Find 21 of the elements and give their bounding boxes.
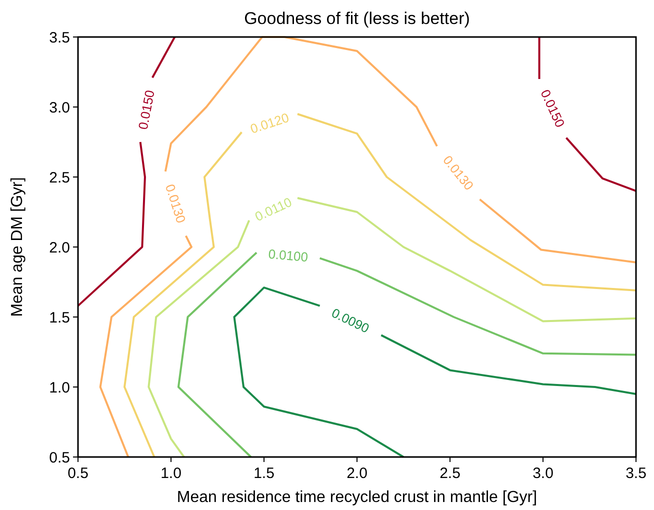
y-tick-label: 3.5 [49, 29, 70, 46]
text: 0.0150 [135, 88, 158, 131]
y-tick-label: 2.5 [49, 169, 70, 186]
y-tick-label: 0.5 [49, 449, 70, 466]
y-tick-label: 2.0 [49, 239, 70, 256]
x-tick-label: 3.5 [626, 465, 646, 482]
y-tick-label: 3.0 [49, 99, 70, 116]
x-tick-label: 1.0 [160, 465, 182, 482]
x-tick-label: 0.5 [68, 465, 88, 482]
y-axis-title: Mean age DM [Gyr] [9, 177, 26, 317]
x-axis-title: Mean residence time recycled crust in mantle [Gyr] [176, 489, 538, 506]
x-tick-label: 3.0 [532, 465, 554, 482]
chart-title: Goodness of fit (less is better) [244, 9, 470, 28]
text: 0.0130 [162, 182, 189, 225]
y-tick-label: 1.0 [49, 379, 70, 396]
x-tick-label: 2.5 [440, 465, 460, 482]
text: 0.0100 [268, 246, 309, 265]
y-tick-label: 1.5 [49, 309, 70, 326]
x-tick-label: 2.0 [346, 465, 368, 482]
text: 0.0120 [248, 110, 291, 136]
x-tick-label: 1.5 [254, 465, 274, 482]
